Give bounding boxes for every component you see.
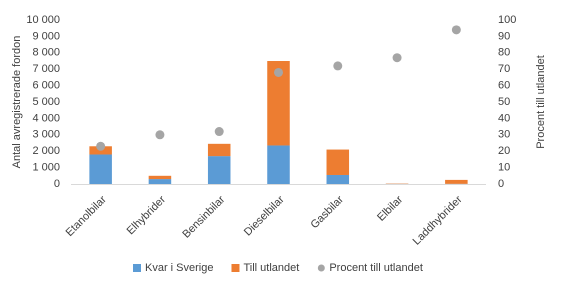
x-tick-label: Gasbilar <box>309 193 347 231</box>
y2-tick-label: 70 <box>498 63 510 75</box>
y2-tick-label: 90 <box>498 30 510 42</box>
bar <box>207 143 231 157</box>
point <box>274 67 283 77</box>
y2-tick-label: 10 <box>498 162 510 174</box>
y-tick-label: 2 000 <box>32 145 60 157</box>
bar <box>445 179 468 184</box>
y-tick-label: 9 000 <box>32 30 60 42</box>
bar <box>267 145 290 184</box>
bar <box>148 179 172 184</box>
y-tick-label: 3 000 <box>32 129 60 141</box>
point <box>155 130 165 140</box>
legend-marker <box>231 264 240 272</box>
point <box>451 25 461 35</box>
point <box>96 141 106 151</box>
y2-tick-label: 50 <box>498 96 510 108</box>
point <box>392 53 402 63</box>
bar <box>148 175 172 180</box>
x-tick-label: Dieselbilar <box>242 193 287 238</box>
y-tick-label: 6 000 <box>32 80 60 92</box>
y-tick-label: 7 000 <box>32 63 60 75</box>
point <box>214 127 224 137</box>
legend-label: Till utlandet <box>243 262 299 274</box>
y-tick-label: 8 000 <box>32 47 60 59</box>
legend-marker <box>133 264 141 272</box>
bar <box>207 156 231 184</box>
legend-label: Procent till utlandet <box>329 262 423 274</box>
y-tick-label: 4 000 <box>32 112 60 124</box>
y2-tick-label: 0 <box>498 178 504 190</box>
bar <box>89 154 112 184</box>
x-tick-label: Elbilar <box>375 193 405 223</box>
bar <box>326 174 350 184</box>
y2-tick-label: 100 <box>498 14 516 26</box>
y2-tick-label: 20 <box>498 145 510 157</box>
x-tick-label: Etanolbilar <box>64 193 109 238</box>
bar <box>326 149 350 175</box>
legend-marker <box>317 264 325 272</box>
y2-tick-label: 80 <box>498 47 510 59</box>
y-tick-label: 10 000 <box>26 14 60 26</box>
y2-axis-title: Procent till utlandet <box>535 55 547 149</box>
point <box>333 61 343 71</box>
y-tick-label: 5 000 <box>32 96 60 108</box>
x-tick-label: Elhybrider <box>125 193 169 237</box>
y2-tick-label: 40 <box>498 112 510 124</box>
y-tick-label: 0 <box>54 178 60 190</box>
y2-tick-label: 60 <box>498 80 510 92</box>
y-tick-label: 1 000 <box>32 162 60 174</box>
legend-label: Kvar i Sverige <box>145 262 213 274</box>
x-tick-label: Bensinbilar <box>180 193 227 240</box>
y-axis-title: Antal avregistrerade fordon <box>11 36 23 169</box>
x-tick-label: Laddhybrider <box>411 193 465 247</box>
bar <box>267 61 290 146</box>
y2-tick-label: 30 <box>498 129 510 141</box>
